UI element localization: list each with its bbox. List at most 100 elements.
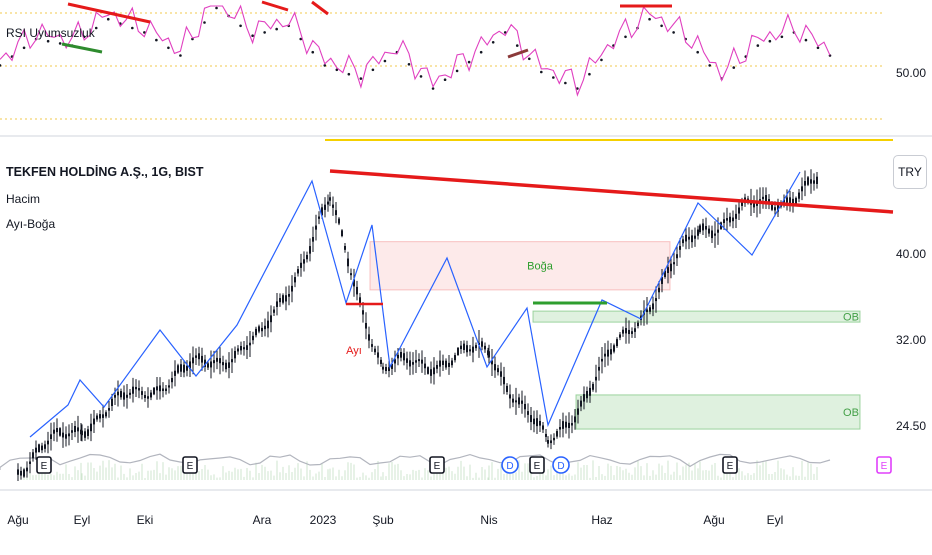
time-tick-label: Haz	[591, 513, 612, 527]
candle-body	[598, 366, 600, 371]
rsi-dot	[527, 57, 531, 61]
candle-body	[198, 353, 200, 360]
candle-body	[765, 195, 767, 202]
candle-body	[807, 177, 809, 185]
candle-body	[324, 204, 326, 210]
rsi-dot	[371, 68, 375, 72]
candle-body	[729, 216, 731, 223]
order-block-zone[interactable]	[369, 241, 671, 291]
candle-body	[460, 345, 462, 350]
candle-body	[616, 339, 618, 347]
time-tick-label: Eki	[137, 513, 154, 527]
rsi-dot	[588, 72, 591, 76]
candle-body	[682, 239, 684, 244]
candle-body	[415, 360, 417, 363]
volume-indicator-label[interactable]: Hacim	[6, 192, 41, 206]
candle-body	[17, 469, 19, 475]
rsi-dot	[323, 64, 327, 67]
orderblock-indicator-label[interactable]: Ayı-Boğa	[6, 217, 56, 231]
candle-body	[792, 198, 794, 206]
rsi-dot	[540, 70, 543, 74]
candle-body	[673, 262, 675, 265]
candle-body	[658, 287, 660, 293]
rsi-dot	[22, 46, 26, 50]
candle-body	[442, 360, 444, 365]
zigzag-line	[29, 171, 801, 438]
candle-body	[77, 427, 79, 432]
bear-label: Ayı	[346, 345, 362, 357]
rsi-dot	[239, 24, 242, 28]
rsi-dot	[275, 27, 278, 31]
candle-body	[90, 423, 92, 432]
price-tick-label: 40.00	[895, 247, 926, 261]
candle-body	[159, 385, 161, 392]
candle-body	[74, 425, 76, 433]
earnings-event-badge[interactable]	[429, 456, 445, 474]
candle-body	[556, 431, 558, 437]
candle-body	[32, 452, 34, 459]
candle-body	[350, 273, 352, 276]
candle-body	[795, 197, 797, 204]
rsi-dot	[46, 39, 50, 43]
candle-body	[439, 360, 441, 367]
candle-body	[571, 423, 573, 426]
candle-body	[670, 263, 672, 272]
zone-label: Boğa	[527, 261, 554, 273]
candle-body	[574, 416, 576, 423]
order-block-zone[interactable]	[532, 310, 861, 323]
candle-body	[144, 395, 146, 399]
price-tick-label: 24.50	[895, 419, 926, 433]
candle-body	[634, 328, 636, 332]
rsi-divergence-line	[67, 2, 151, 24]
rsi-dot	[251, 34, 254, 37]
rsi-indicator-label[interactable]: RSI Uyumsuzluk	[6, 26, 95, 40]
candle-body	[679, 246, 681, 250]
candle-body	[114, 394, 116, 398]
candle-body	[714, 233, 716, 236]
candle-body	[667, 267, 669, 273]
candle-body	[518, 397, 520, 405]
candle-body	[321, 207, 323, 216]
candle-body	[607, 349, 609, 357]
candle-body	[451, 360, 453, 366]
order-block-zone[interactable]	[575, 394, 861, 430]
candle-body	[234, 350, 236, 359]
candle-body	[162, 388, 164, 391]
candle-body	[583, 394, 585, 402]
candle-body	[753, 201, 755, 208]
candle-body	[243, 347, 245, 350]
candle-body	[237, 348, 239, 352]
candle-body	[117, 391, 119, 396]
earnings-event-badge[interactable]	[182, 456, 198, 474]
candle-body	[412, 362, 414, 365]
candle-body	[631, 331, 633, 334]
earnings-event-badge[interactable]	[529, 456, 545, 474]
currency-badge[interactable]: TRY	[893, 155, 927, 189]
candle-body	[382, 366, 384, 370]
candle-body	[717, 229, 719, 233]
dividend-event-badge[interactable]	[501, 456, 519, 474]
dividend-event-badge[interactable]	[552, 456, 570, 474]
candle-body	[388, 367, 390, 372]
candle-body	[240, 345, 242, 351]
candle-body	[610, 349, 612, 355]
candle-body	[315, 225, 317, 230]
candle-body	[41, 445, 43, 451]
earnings-event-badge[interactable]	[876, 456, 892, 474]
rsi-dot	[311, 50, 315, 54]
candle-body	[29, 461, 31, 464]
candle-body	[786, 197, 788, 203]
candle-body	[174, 370, 176, 376]
candle-body	[506, 385, 508, 392]
earnings-event-badge[interactable]	[722, 456, 738, 474]
event-badge-label: E	[41, 461, 48, 472]
candle-body	[539, 420, 541, 426]
rsi-dot	[299, 37, 303, 41]
candle-body	[397, 354, 399, 359]
candle-body	[219, 358, 221, 364]
earnings-event-badge[interactable]	[36, 456, 52, 474]
candle-body	[279, 298, 281, 303]
candle-body	[421, 359, 423, 364]
candle-body	[99, 414, 101, 419]
